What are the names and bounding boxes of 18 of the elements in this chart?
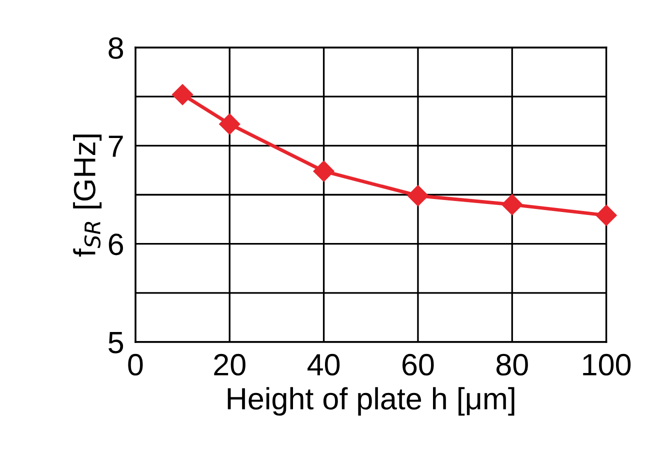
point [407, 185, 428, 206]
point [219, 114, 240, 135]
y-tick-label: 6 [108, 234, 123, 256]
y-tick-label: 5 [108, 332, 124, 354]
x-tick-label: 0 [128, 354, 143, 376]
point [172, 84, 194, 106]
y-tick-label: 7 [108, 136, 123, 157]
y-axis-title: f$_{SR}$ [GHz] [73, 134, 102, 257]
x-tick-label: 20 [214, 354, 246, 376]
x-tick-label: 100 [583, 354, 631, 376]
point [502, 194, 523, 216]
x-axis-title: Height of plate h [μm] [228, 387, 514, 416]
y-tick-label: 8 [108, 37, 124, 59]
point [596, 204, 617, 226]
x-tick-label: 60 [402, 354, 434, 376]
point [313, 160, 334, 182]
x-tick-label: 80 [496, 354, 528, 376]
x-tick-label: 40 [308, 354, 340, 376]
